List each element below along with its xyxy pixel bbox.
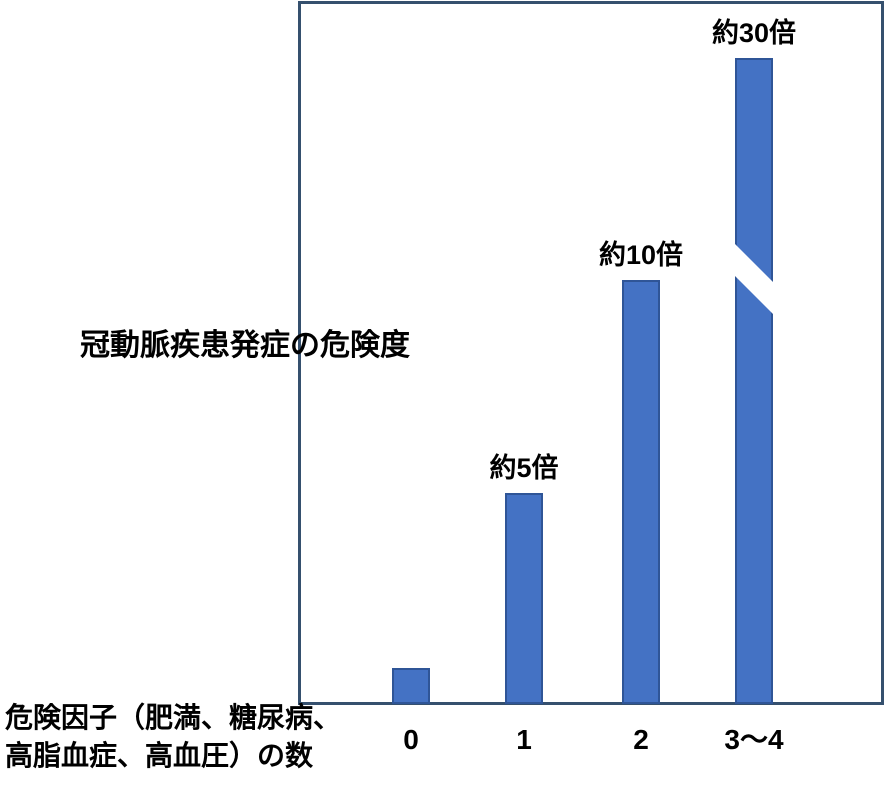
bar-0 [392, 668, 430, 704]
x-axis-label-line2: 高脂血症、高血圧）の数 [5, 740, 314, 771]
bar-value-label: 約10倍 [598, 240, 684, 270]
x-axis-label-line1: 危険因子（肥満、糖尿病、 [5, 702, 342, 733]
x-axis-label: 危険因子（肥満、糖尿病、 高脂血症、高血圧）の数 [5, 699, 341, 775]
y-axis-label: 冠動脈疾患発症の危険度 [80, 329, 410, 362]
x-tick-label: 3〜4 [724, 724, 784, 755]
x-tick-label: 2 [633, 724, 649, 755]
bar-value-label: 約30倍 [711, 18, 797, 48]
bar-2 [622, 280, 660, 704]
bar-3〜4 [735, 58, 773, 704]
plot-area [298, 1, 884, 705]
x-tick-label: 0 [403, 724, 419, 755]
x-tick-label: 1 [516, 724, 532, 755]
bar-1 [505, 493, 543, 704]
bar-value-label: 約5倍 [489, 453, 559, 483]
